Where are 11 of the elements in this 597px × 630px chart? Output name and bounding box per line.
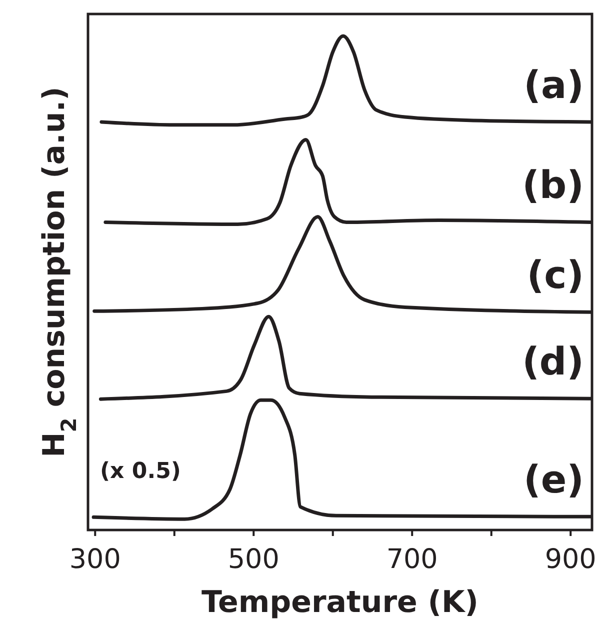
series-label: (e) (523, 458, 584, 502)
series-label: (d) (522, 340, 584, 384)
x-tick-label: 500 (228, 544, 280, 575)
series-label: (a) (524, 62, 584, 107)
series-label: (c) (526, 253, 584, 298)
x-axis-title: Temperature (K) (202, 585, 478, 620)
x-tick-label: 700 (386, 544, 438, 575)
x-tick-label: 900 (544, 544, 596, 575)
series-label: (b) (522, 163, 584, 208)
annotation: (x 0.5) (100, 459, 181, 484)
x-tick-label: 300 (69, 544, 121, 575)
